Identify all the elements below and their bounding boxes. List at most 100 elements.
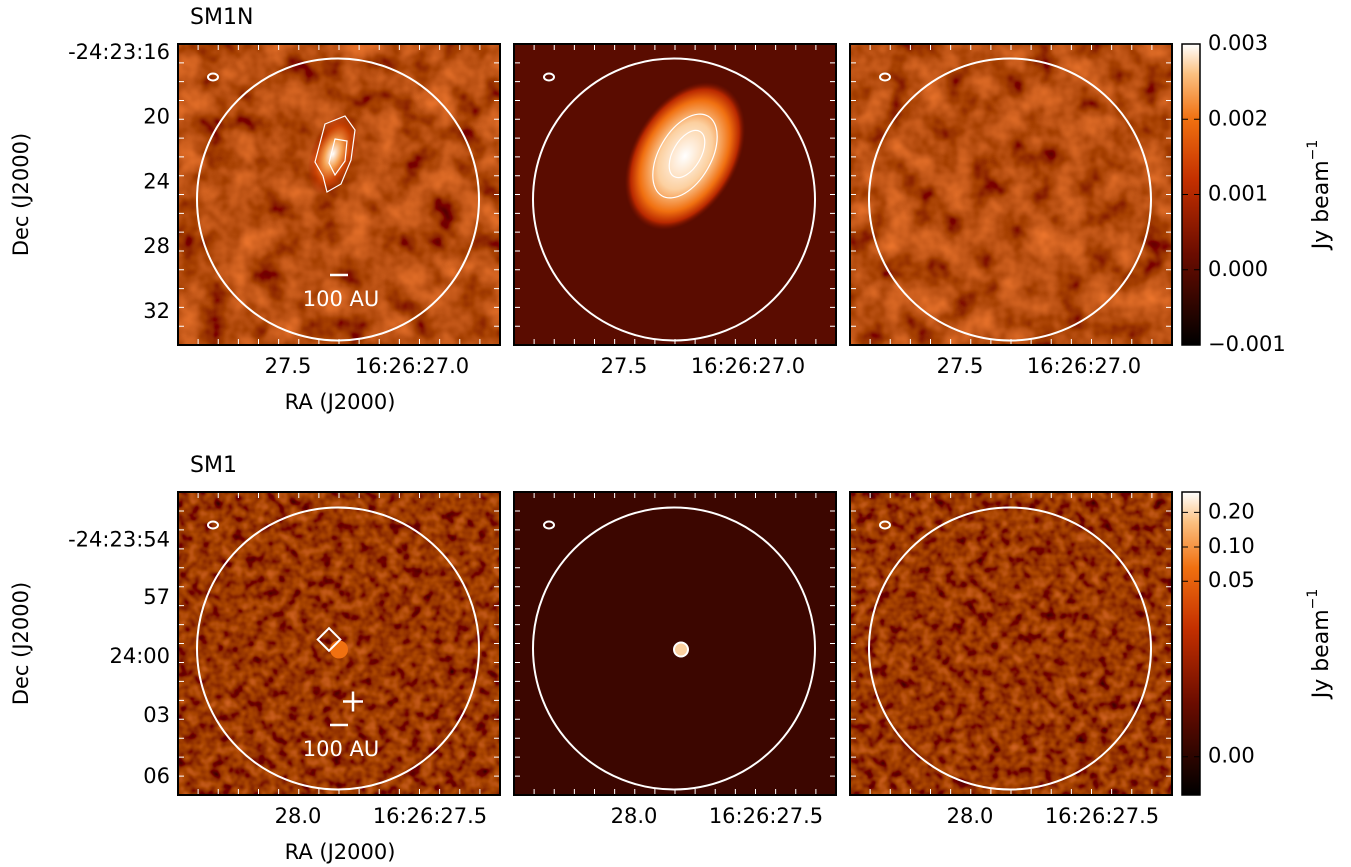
tick-mark [514,44,836,345]
field-circle [532,57,816,342]
tick-mark [178,492,500,795]
tick-mark [850,492,1172,795]
x-tick-label: 16:26:27.5 [1045,804,1159,828]
tick-mark [178,44,500,345]
colorbar-label-text: Jy beam [1309,609,1334,700]
x-tick-label: 28.0 [947,804,994,828]
beam [543,520,555,530]
tick-mark [178,44,500,345]
y-tick-label: 24:00 [109,644,170,668]
scale-bar-label: 100 AU [303,737,380,761]
x-axis-label: RA (J2000) [285,840,396,864]
tick-mark [514,44,836,345]
tick-mark [850,44,1172,345]
tick-mark [850,44,1172,345]
image-panel [849,491,1173,796]
y-tick-label: 57 [143,585,170,609]
field-circle [868,57,1152,342]
tick-mark [850,44,1172,345]
colorbar-tick-label: 0.001 [1208,182,1268,206]
y-tick-label: 24 [143,169,170,193]
field-circle [196,57,480,342]
model-background [514,492,836,795]
beam [207,520,219,530]
tick-mark [514,492,836,795]
y-axis-label: Dec (J2000) [9,133,33,256]
tick-mark [514,492,836,795]
tick-mark [514,492,836,795]
tick-mark [178,44,500,345]
colorbar-tick-label: 0.00 [1208,744,1255,768]
tick-mark [850,44,1172,345]
emission [330,640,348,659]
x-tick-label: 27.5 [265,354,312,378]
noise-map [850,492,1172,795]
contour [668,129,706,179]
tick-mark [514,44,836,345]
panel-frame [177,43,501,346]
y-tick-label: 20 [143,105,170,129]
tick-mark [178,44,500,345]
image-panel [513,43,837,346]
contour [328,138,348,177]
tick-mark [178,492,500,795]
panel-frame [177,491,501,796]
tick-mark [850,492,1172,795]
tick-mark [178,492,500,795]
tick-mark [514,44,836,345]
tick-mark [850,492,1172,795]
y-tick-label: 32 [143,299,170,323]
tick-mark [514,492,836,795]
field-circle [868,506,1152,791]
tick-mark [850,492,1172,795]
colorbar-label: Jy beam−1 [1305,140,1334,252]
tick-mark [850,44,1172,345]
colorbar-tick-label: −0.001 [1208,332,1286,356]
tick-mark [178,492,500,795]
tick-mark [178,492,500,795]
tick-mark [850,44,1172,345]
tick-mark [514,44,836,345]
tick-mark [514,492,836,795]
tick-mark [850,492,1172,795]
tick-mark [850,492,1172,795]
y-axis-label: Dec (J2000) [9,582,33,705]
noise-map [850,44,1172,345]
colorbar-label-exponent: −1 [1305,140,1321,161]
tick-mark [514,492,836,795]
tick-mark [850,492,1172,795]
tick-mark [514,44,836,345]
colorbar-tick-label: 0.003 [1208,31,1268,55]
tick-mark [178,492,500,795]
tick-mark [514,44,836,345]
x-axis-label: RA (J2000) [285,390,396,414]
x-tick-label: 16:26:27.0 [691,354,805,378]
tick-mark [850,44,1172,345]
field-circle [196,506,480,791]
x-tick-label: 16:26:27.0 [1027,354,1141,378]
tick-mark [178,44,500,345]
beam [879,520,891,530]
tick-mark [850,492,1172,795]
scale-bar-label: 100 AU [303,287,380,311]
y-tick-label: -24:23:16 [68,40,170,64]
colorbar-label-text: Jy beam [1309,160,1334,251]
x-tick-label: 27.5 [937,354,984,378]
tick-mark [514,492,836,795]
tick-mark [514,492,836,795]
image-panel [177,43,501,346]
contour [652,113,718,199]
tick-mark [178,492,500,795]
panel-title: SM1 [190,453,237,478]
tick-mark [850,492,1172,795]
image-panel [513,491,837,796]
tick-mark [514,492,836,795]
tick-mark [850,492,1172,795]
tick-mark [178,492,500,795]
tick-mark [850,44,1172,345]
tick-mark [850,44,1172,345]
x-tick-label: 28.0 [611,804,658,828]
tick-mark [178,492,500,795]
tick-mark [178,44,500,345]
